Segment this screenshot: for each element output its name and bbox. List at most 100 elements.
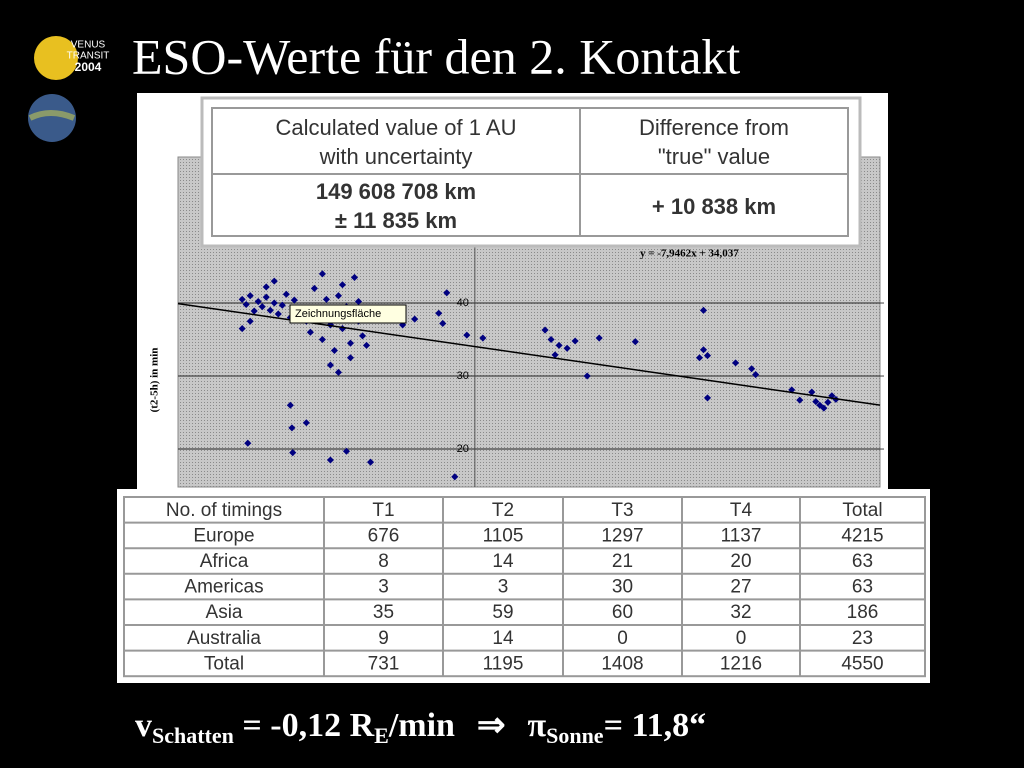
data-point bbox=[318, 270, 326, 278]
result-table: Calculated value of 1 AU with uncertaint… bbox=[200, 96, 862, 248]
formula-part: π bbox=[527, 707, 546, 744]
data-point bbox=[266, 306, 274, 314]
table-cell: Asia bbox=[206, 602, 243, 623]
table-cell: 3 bbox=[498, 577, 509, 598]
table-cell: 8 bbox=[378, 551, 389, 572]
data-point bbox=[547, 335, 555, 344]
timings-table: No. of timings T1 T2 T3 T4 Total Europe 676 1105… bbox=[117, 489, 930, 683]
table-cell: 186 bbox=[847, 602, 879, 623]
formula-part: = -0,12 R bbox=[234, 707, 375, 744]
data-point bbox=[463, 331, 471, 339]
data-point bbox=[286, 401, 294, 409]
data-point bbox=[435, 309, 443, 317]
logo-sun bbox=[34, 36, 78, 80]
data-point bbox=[443, 289, 451, 297]
table-header: T1 bbox=[372, 500, 394, 521]
table-border bbox=[211, 107, 849, 237]
logo: VENUS TRANSIT 2004 bbox=[22, 35, 117, 160]
slide-title: ESO-Werte für den 2. Kontakt bbox=[132, 28, 740, 84]
table-cell: 20 bbox=[730, 551, 751, 572]
table-header: with uncertainty bbox=[319, 144, 473, 169]
data-point bbox=[796, 396, 804, 404]
table-cell: 1105 bbox=[483, 525, 524, 546]
data-point bbox=[350, 273, 359, 282]
table-header: T3 bbox=[611, 500, 633, 521]
table-cell: 14 bbox=[492, 628, 514, 649]
data-point bbox=[318, 335, 326, 344]
table-cell: Africa bbox=[200, 551, 249, 572]
table-header: Difference from bbox=[639, 115, 789, 140]
y-tick-label: 30 bbox=[457, 370, 469, 382]
data-point bbox=[338, 281, 347, 289]
data-point bbox=[699, 346, 708, 354]
data-point bbox=[262, 283, 270, 291]
table-header: No. of timings bbox=[166, 500, 282, 521]
table-header: "true" value bbox=[658, 144, 770, 169]
data-point bbox=[411, 315, 419, 323]
data-point bbox=[270, 299, 278, 307]
table-cell: 731 bbox=[368, 653, 400, 674]
table-cell: 21 bbox=[612, 551, 633, 572]
data-point bbox=[358, 332, 367, 340]
data-point bbox=[274, 310, 282, 318]
data-point bbox=[246, 292, 254, 300]
data-point bbox=[289, 449, 297, 457]
y-tick-label: 20 bbox=[457, 443, 469, 455]
data-point bbox=[808, 388, 816, 396]
data-point bbox=[479, 334, 487, 342]
data-point bbox=[571, 337, 579, 345]
data-point bbox=[699, 306, 708, 314]
table-cell: 32 bbox=[730, 602, 751, 623]
table-cell: Americas bbox=[184, 577, 263, 598]
logo-year: 2004 bbox=[75, 60, 102, 74]
table-cell: 60 bbox=[612, 602, 633, 623]
data-point bbox=[824, 398, 832, 406]
data-point bbox=[346, 354, 355, 362]
data-point bbox=[288, 424, 296, 432]
table-cell: 35 bbox=[373, 602, 394, 623]
trendline-label: y = -7,9462x + 34,037 bbox=[640, 248, 739, 260]
logo-text: TRANSIT bbox=[67, 51, 110, 62]
data-point bbox=[278, 301, 286, 309]
logo-land bbox=[28, 110, 76, 121]
logo-text: VENUS bbox=[71, 40, 106, 51]
data-point bbox=[439, 319, 447, 327]
data-point bbox=[748, 365, 756, 373]
data-point bbox=[541, 326, 549, 334]
data-point bbox=[820, 404, 828, 412]
formula-sub: Schatten bbox=[152, 723, 234, 748]
data-point bbox=[367, 458, 375, 466]
data-point bbox=[330, 346, 338, 355]
table-header: T4 bbox=[730, 500, 753, 521]
data-point bbox=[242, 300, 250, 309]
y-axis-label: (t2-5h) in min bbox=[149, 348, 161, 413]
tooltip-box bbox=[289, 304, 407, 324]
data-point bbox=[703, 394, 712, 402]
table-header: Total bbox=[842, 500, 882, 521]
data-point bbox=[270, 277, 278, 285]
data-point bbox=[583, 372, 591, 380]
data-point bbox=[310, 284, 318, 292]
table-header: Calculated value of 1 AU bbox=[276, 115, 517, 140]
table-frame bbox=[200, 96, 862, 248]
data-point bbox=[631, 338, 639, 346]
formula-part: /min bbox=[388, 707, 455, 744]
data-point bbox=[258, 303, 266, 311]
formula-part: = 11,8“ bbox=[604, 707, 707, 744]
data-point bbox=[695, 354, 704, 362]
data-point bbox=[346, 339, 355, 347]
table-cell: Australia bbox=[187, 628, 261, 649]
data-point bbox=[244, 439, 252, 447]
data-point bbox=[703, 352, 712, 360]
y-tick-label: 40 bbox=[457, 297, 469, 309]
table-cell: 1216 bbox=[720, 653, 762, 674]
table-cell: 0 bbox=[617, 628, 628, 649]
data-point bbox=[812, 398, 820, 406]
formula: vSchatten = -0,12 RE/min ⇒ πSonne= 11,8“ bbox=[135, 707, 706, 748]
data-point bbox=[334, 368, 342, 376]
data-point bbox=[322, 295, 330, 303]
data-point bbox=[290, 296, 298, 304]
data-point bbox=[246, 317, 254, 325]
data-point bbox=[238, 325, 246, 333]
